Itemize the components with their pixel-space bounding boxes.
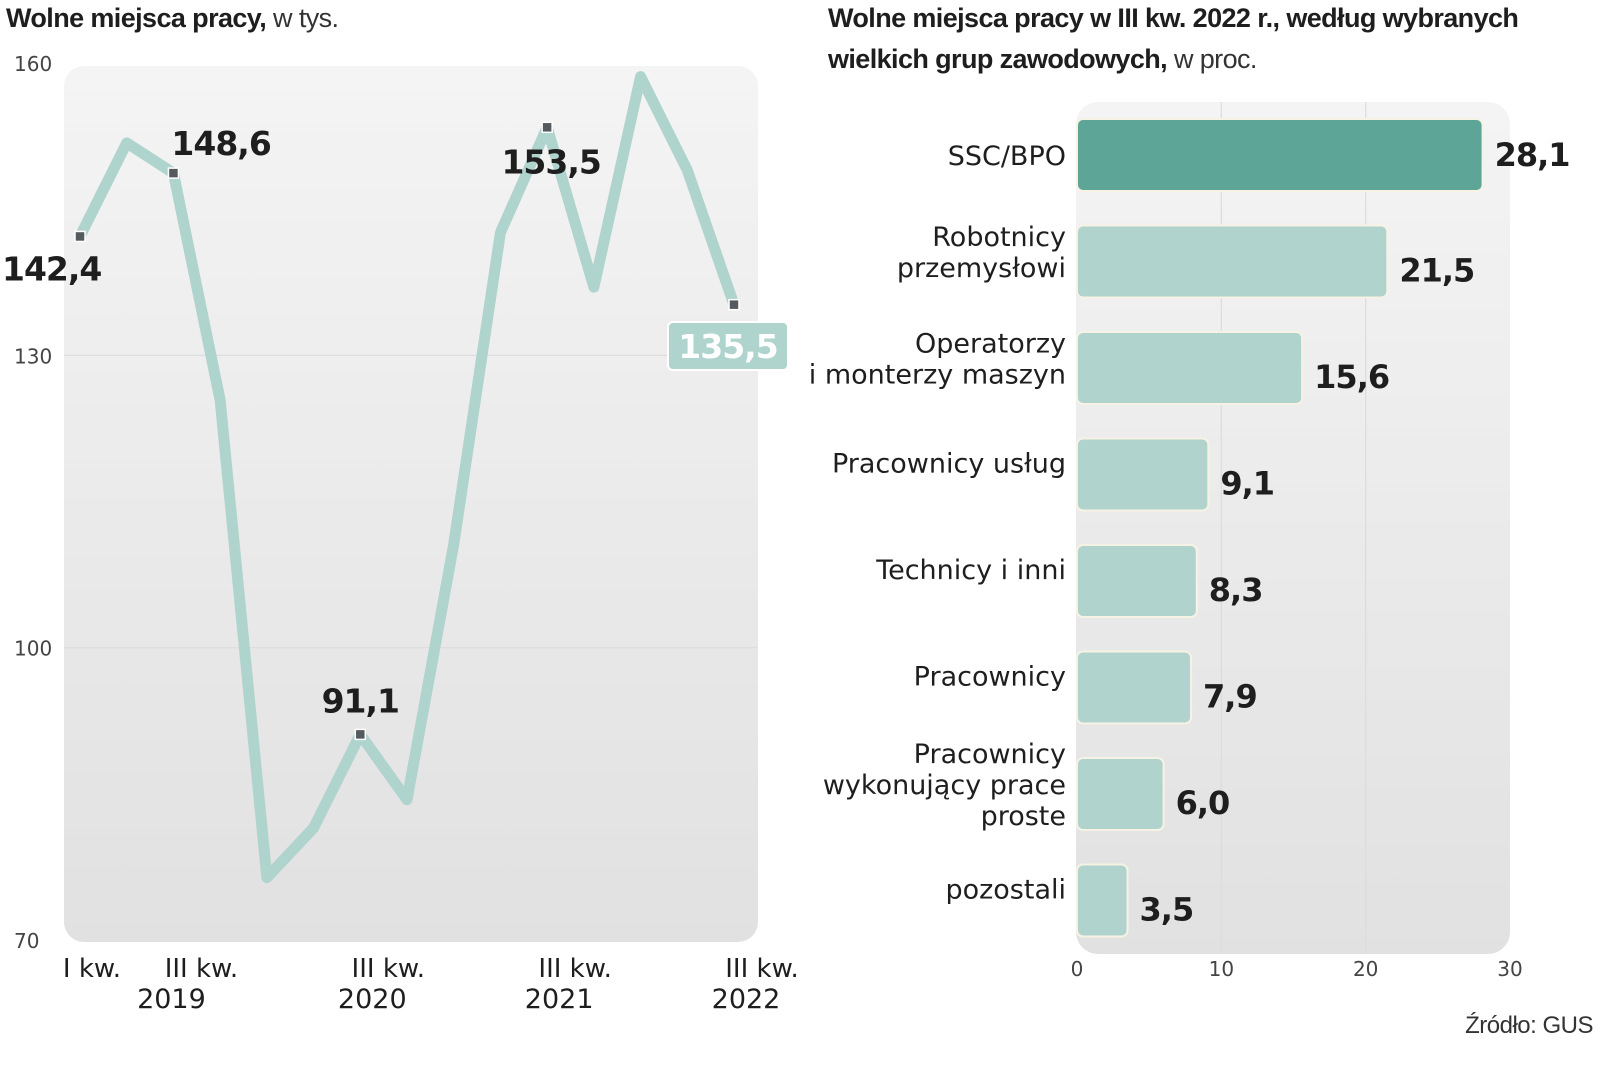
data-marker	[74, 230, 86, 243]
bar-category-label: Pracownicy usług	[832, 449, 1066, 480]
data-label: 91,1	[322, 681, 399, 720]
x-tick-year: 2020	[338, 984, 407, 1015]
bar-category-label: wykonujący prace	[823, 770, 1066, 801]
bar	[1076, 437, 1210, 512]
bar-category-label: Technicy i inni	[875, 555, 1066, 586]
x-tick-label: 10	[1209, 957, 1234, 981]
line-chart-panel	[64, 66, 758, 942]
x-tick-label: 0	[1071, 957, 1084, 981]
data-label: 148,6	[171, 124, 270, 163]
bar-value-label: 7,9	[1203, 678, 1257, 716]
data-line	[74, 71, 740, 884]
bar-value-label: 9,1	[1220, 465, 1274, 503]
y-tick-label: 100	[14, 637, 52, 661]
x-tick-quarter: I kw.	[63, 954, 121, 984]
bar-category-label: Pracownicy	[914, 662, 1066, 693]
data-label-highlight: 135,5	[678, 327, 777, 366]
bar	[1076, 118, 1484, 192]
data-label: 142,4	[2, 249, 101, 288]
bar-value-label: 21,5	[1399, 252, 1474, 290]
bar	[1076, 863, 1129, 938]
data-marker	[728, 298, 740, 311]
bar	[1076, 757, 1165, 831]
bar-category-label: pozostali	[945, 875, 1066, 906]
bar-category-label: Operatorzy	[915, 329, 1066, 360]
data-marker	[354, 728, 367, 741]
x-tick-year: 2019	[137, 984, 206, 1015]
bar-value-label: 3,5	[1140, 891, 1194, 929]
x-tick-year: 2021	[525, 984, 594, 1015]
data-marker	[541, 121, 553, 134]
bar-value-label: 15,6	[1314, 358, 1389, 396]
bar-category-label: Pracownicy	[914, 739, 1066, 770]
bar-category-label: proste	[981, 801, 1066, 832]
bar-chart-title: Wolne miejsca pracy w III kw. 2022 r., w…	[828, 0, 1605, 80]
bar-chart-title-line2: wielkich grup zawodowych,	[828, 44, 1168, 74]
x-tick-quarter: III kw.	[165, 954, 238, 984]
highlight-callout	[667, 321, 789, 371]
x-tick-year: 2022	[712, 984, 781, 1015]
x-tick-label: 30	[1497, 957, 1522, 981]
bar-category-label: SSC/BPO	[948, 141, 1066, 172]
bar-chart-title-unit: w proc.	[1173, 44, 1257, 74]
bar	[1076, 331, 1304, 405]
data-marker	[167, 167, 180, 179]
x-tick-quarter: III kw.	[352, 954, 425, 984]
bar	[1076, 224, 1389, 299]
source-note: Źródło: GUS	[1465, 1012, 1593, 1039]
y-tick-label: 130	[14, 344, 52, 368]
line-chart: 160 130 100 70 142,4 148,6 91,1 153,5 135,5 I k…	[2, 52, 799, 1015]
bar-value-label: 6,0	[1176, 784, 1230, 822]
x-tick-quarter: III kw.	[538, 954, 611, 984]
bar-category-label: przemysłowi	[897, 253, 1066, 284]
bar-category-label: Robotnicy	[932, 222, 1066, 253]
bar-chart-panel	[1076, 102, 1510, 954]
bar-category-label: i monterzy maszyn	[809, 360, 1066, 391]
data-label: 153,5	[501, 142, 600, 181]
y-tick-label: 160	[14, 52, 52, 76]
bar	[1076, 544, 1198, 618]
x-tick-quarter: III kw.	[725, 954, 798, 984]
bar-value-label: 28,1	[1495, 136, 1570, 174]
bar-value-label: 8,3	[1209, 571, 1263, 609]
line-chart-title-unit: w tys.	[273, 3, 339, 33]
y-tick-label: 70	[14, 929, 39, 953]
bar	[1076, 650, 1193, 725]
bar-chart-title-line1: Wolne miejsca pracy w III kw. 2022 r., w…	[828, 3, 1519, 33]
line-chart-title-main: Wolne miejsca pracy,	[6, 3, 267, 33]
x-tick-label: 20	[1353, 957, 1378, 981]
line-chart-title: Wolne miejsca pracy, w tys.	[6, 0, 339, 39]
